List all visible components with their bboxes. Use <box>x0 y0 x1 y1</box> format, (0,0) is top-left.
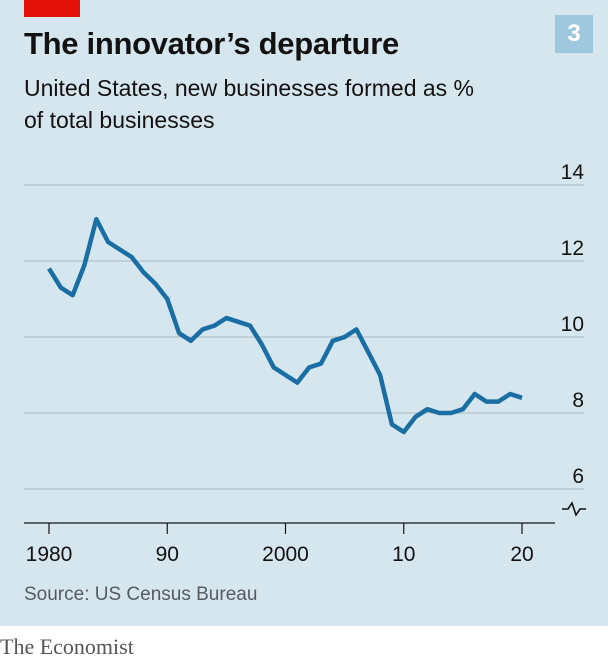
gridlines <box>24 184 584 490</box>
source-note: Source: US Census Bureau <box>24 584 258 605</box>
x-tick-label-1980: 1980 <box>26 543 73 566</box>
y-tick-label-14: 14 <box>561 161 585 184</box>
axis-break-icon <box>562 501 586 517</box>
y-tick-label-12: 12 <box>561 237 584 260</box>
chart-panel <box>0 0 608 626</box>
brand-red-tag <box>24 0 80 17</box>
chart-title: The innovator’s departure <box>24 26 399 61</box>
y-tick-labels: 6 8 10 12 14 <box>561 161 585 488</box>
line-chart: 6 8 10 12 14 1980 90 2000 10 20 <box>24 161 586 566</box>
axis-break-mark <box>562 501 586 517</box>
x-tick-label-2020: 20 <box>510 543 533 566</box>
x-tick-label-1990: 90 <box>156 543 179 566</box>
y-tick-label-6: 6 <box>572 465 584 488</box>
y-tick-label-10: 10 <box>561 313 584 336</box>
publisher-brand: The Economist <box>0 634 134 659</box>
x-axis <box>24 522 555 534</box>
y-tick-label-8: 8 <box>572 389 584 412</box>
chart-number-badge: 3 <box>555 15 593 53</box>
x-tick-label-2010: 10 <box>392 543 415 566</box>
series-group <box>47 216 523 435</box>
x-tick-labels: 1980 90 2000 10 20 <box>26 543 534 566</box>
x-tick-label-2000: 2000 <box>262 543 309 566</box>
series-line-0 <box>47 216 523 435</box>
chart-subtitle: United States, new businesses formed as … <box>24 75 475 133</box>
